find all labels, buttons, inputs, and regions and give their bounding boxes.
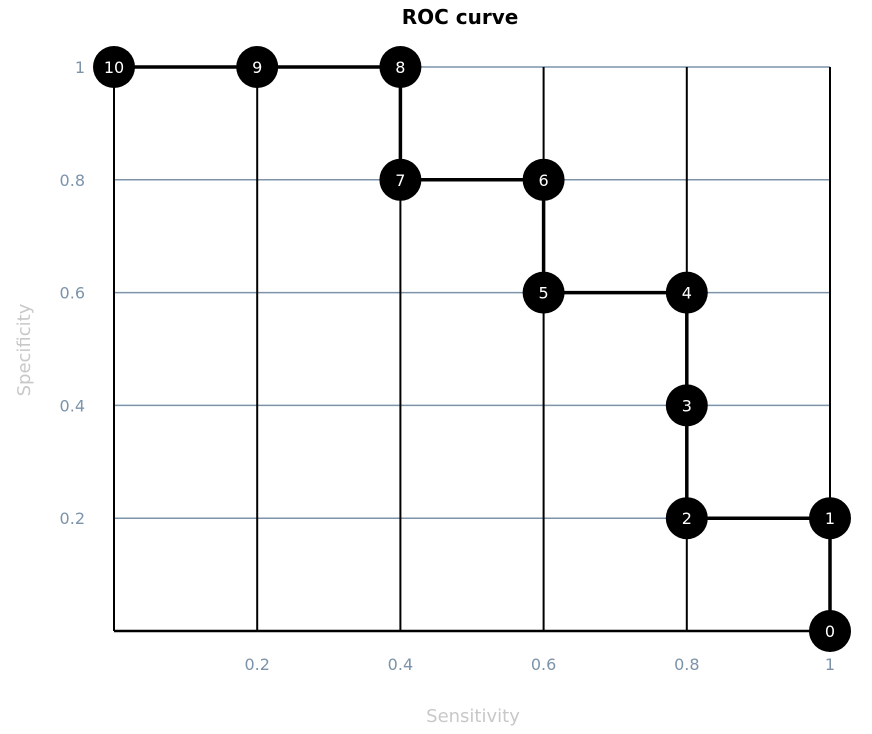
y-tick-label-3: 0.8	[60, 171, 85, 190]
x-tick-label-2: 0.6	[531, 655, 556, 674]
roc-point-label-7: 7	[395, 171, 405, 190]
roc-curve-line	[114, 65, 832, 631]
roc-point-4	[665, 271, 708, 314]
y-tick-label-0: 0.2	[60, 509, 85, 528]
roc-point-label-10: 10	[104, 58, 124, 77]
x-tick-label-1: 0.4	[388, 655, 413, 674]
y-tick-label-2: 0.6	[60, 284, 85, 303]
y-tick-labels: 0.2 0.4 0.6 0.8 1	[60, 58, 85, 528]
y-tick-label-4: 1	[75, 58, 85, 77]
roc-point-6	[522, 158, 565, 201]
x-tick-label-0: 0.2	[244, 655, 269, 674]
roc-point-0	[809, 610, 851, 652]
y-tick-label-1: 0.4	[60, 396, 85, 415]
roc-point-1	[809, 497, 851, 540]
roc-point-10	[93, 46, 135, 88]
roc-point-label-1: 1	[825, 509, 835, 528]
x-tick-label-3: 0.8	[674, 655, 699, 674]
roc-point-label-0: 0	[825, 622, 835, 641]
y-axis-label: Specificity	[14, 303, 35, 396]
x-tick-labels: 0.2 0.4 0.6 0.8 1	[244, 655, 835, 674]
roc-point-5	[522, 271, 565, 314]
roc-point-label-3: 3	[682, 396, 692, 415]
roc-point-label-8: 8	[395, 58, 405, 77]
horizontal-gridlines	[114, 66, 830, 519]
roc-point-label-5: 5	[539, 284, 549, 303]
roc-point-label-6: 6	[539, 171, 549, 190]
vertical-gridlines	[113, 67, 831, 631]
roc-point-label-9: 9	[252, 58, 262, 77]
roc-point-8	[379, 46, 422, 88]
roc-points: 0 1 2 3 4 5 6 7 8 9 10	[93, 46, 851, 652]
roc-point-9	[236, 46, 279, 88]
roc-point-3	[665, 384, 708, 427]
chart-title: ROC curve	[402, 5, 519, 29]
x-axis-label: Sensitivity	[426, 706, 520, 727]
x-tick-label-4: 1	[825, 655, 835, 674]
roc-curve-path	[114, 65, 832, 631]
roc-point-label-4: 4	[682, 284, 692, 303]
roc-point-7	[379, 158, 422, 201]
roc-point-label-2: 2	[682, 509, 692, 528]
roc-point-2	[665, 497, 708, 540]
